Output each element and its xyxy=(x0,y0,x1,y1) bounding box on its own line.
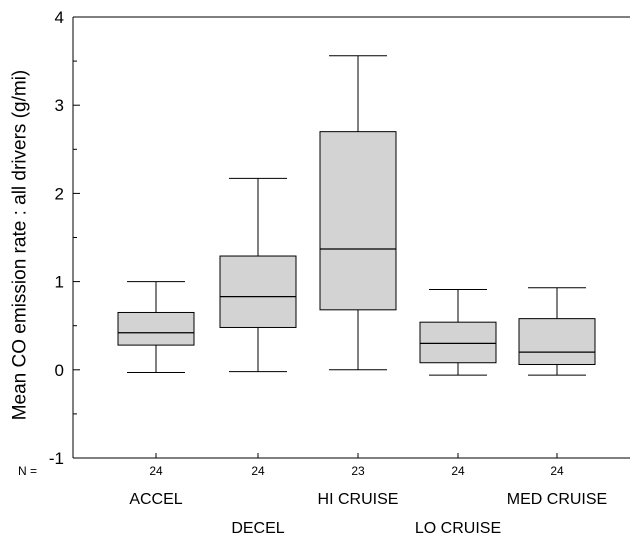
interquartile-box xyxy=(518,318,596,366)
y-axis-label: Mean CO emission rate : all drivers (g/m… xyxy=(9,69,31,421)
category-label: DECEL xyxy=(231,520,284,537)
y-tick-label: 4 xyxy=(55,8,64,27)
category-label: MED CRUISE xyxy=(507,491,607,508)
n-count-label: 23 xyxy=(351,464,365,478)
y-tick-label: 2 xyxy=(55,184,64,203)
axes: -1 0 1 2 3 4 xyxy=(49,8,630,468)
category-label: HI CRUISE xyxy=(318,491,399,508)
box-decel xyxy=(219,177,297,373)
category-labels: 24 ACCEL 24 DECEL 23 HI CRUISE 24 LO CRUISE 24 ME… xyxy=(18,464,607,537)
box-series xyxy=(117,55,596,376)
interquartile-box xyxy=(117,311,195,346)
n-count-label: 24 xyxy=(251,464,265,478)
y-tick-label: -1 xyxy=(49,449,64,468)
interquartile-box xyxy=(219,255,297,328)
interquartile-box xyxy=(319,131,397,311)
interquartile-box xyxy=(419,321,497,364)
box-med-cruise xyxy=(518,287,596,376)
n-prefix-label: N = xyxy=(18,464,37,478)
category-label: ACCEL xyxy=(129,491,182,508)
y-axis-label-container: Mean CO emission rate : all drivers (g/m… xyxy=(2,30,38,460)
category-label: LO CRUISE xyxy=(415,520,501,537)
y-tick-label: 0 xyxy=(55,361,64,380)
y-tick-label: 3 xyxy=(55,96,64,115)
box-hi-cruise xyxy=(319,55,397,371)
n-count-label: 24 xyxy=(451,464,465,478)
n-count-label: 24 xyxy=(550,464,564,478)
box-accel xyxy=(117,281,195,373)
box-lo-cruise xyxy=(419,289,497,376)
n-count-label: 24 xyxy=(149,464,163,478)
y-tick-label: 1 xyxy=(55,273,64,292)
